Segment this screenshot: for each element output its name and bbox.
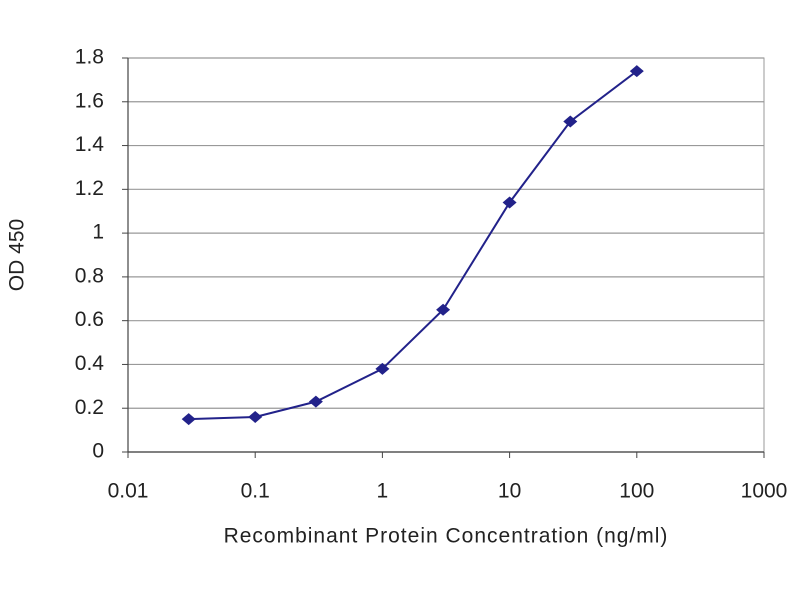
y-tick-label: 1.6 <box>75 89 104 112</box>
data-point <box>629 65 644 78</box>
plot-area <box>127 57 765 453</box>
y-tick-label: 0.4 <box>75 352 105 375</box>
data-point <box>375 362 390 375</box>
y-tick-label: 0 <box>92 440 104 463</box>
data-point <box>563 115 578 128</box>
y-tick-label: 0.6 <box>75 308 104 331</box>
x-tick-label: 0.01 <box>108 480 149 503</box>
x-axis-label: Recombinant Protein Concentration (ng/ml… <box>224 525 669 548</box>
y-tick-label: 0.8 <box>75 264 104 287</box>
x-tick-label: 1000 <box>741 480 788 503</box>
data-point <box>181 413 196 426</box>
y-tick-label: 1 <box>92 221 104 244</box>
x-tick-label: 100 <box>619 480 654 503</box>
data-point <box>248 410 263 423</box>
y-tick-label: 1.2 <box>75 177 104 200</box>
y-axis-label: OD 450 <box>6 219 29 291</box>
y-tick-label: 0.2 <box>75 396 104 419</box>
x-tick-label: 0.1 <box>241 480 270 503</box>
data-point <box>502 196 517 209</box>
series-line <box>188 70 638 421</box>
x-tick-label: 10 <box>498 480 521 503</box>
data-point <box>436 303 451 316</box>
data-point <box>308 395 323 408</box>
x-tick-label: 1 <box>377 480 389 503</box>
y-tick-label: 1.4 <box>75 133 105 156</box>
y-tick-label: 1.8 <box>75 46 104 69</box>
